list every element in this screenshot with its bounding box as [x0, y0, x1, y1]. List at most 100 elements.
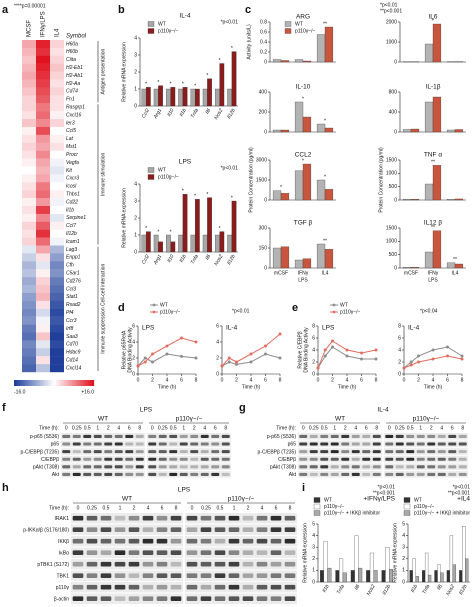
y-tick-label: 500: [389, 184, 398, 190]
y-tick-label: 5: [312, 521, 315, 527]
blot-band: [86, 550, 98, 555]
scale-bar: [44, 380, 47, 386]
blot-band: [270, 538, 282, 544]
bar: [434, 570, 438, 583]
blot-band: [330, 465, 339, 469]
heatmap-cell: [22, 253, 36, 262]
bar: [462, 526, 466, 583]
blot-band: [256, 550, 268, 555]
y-tick-label: 3: [134, 52, 137, 58]
blot-band: [242, 584, 254, 590]
time-label: 6: [275, 505, 278, 511]
blot-band: [341, 472, 350, 476]
scale-bar: [64, 380, 67, 386]
scale-bar: [82, 380, 85, 386]
blot-band: [114, 450, 123, 454]
bar: [324, 189, 334, 201]
bar: [215, 234, 220, 253]
time-label: 1: [96, 425, 99, 431]
blot-band: [125, 472, 134, 476]
chart-title: IL6: [428, 14, 437, 21]
blot-band: [200, 442, 209, 446]
blot-band: [186, 527, 198, 532]
bar: [402, 129, 412, 133]
chart-title: IL-4: [179, 13, 191, 20]
bar: [410, 199, 420, 201]
scale-bar: [28, 380, 31, 386]
gene-label: Fn1: [66, 97, 75, 103]
scale-bar: [30, 380, 33, 386]
time-label: 6: [128, 425, 131, 431]
heatmap-cell: [22, 126, 36, 136]
blot-band: [270, 573, 282, 578]
blot-band: [125, 465, 134, 469]
y-axis-label: Relative mRNA expression: [121, 42, 127, 102]
blot-band: [186, 515, 198, 521]
gene-label: H60a: [66, 41, 78, 47]
blot-strip: [61, 463, 145, 470]
time-label: 8: [375, 425, 378, 431]
blot-band: [190, 442, 199, 446]
blot-band: [169, 442, 178, 446]
heatmap-cell: [50, 316, 64, 325]
time-label: 2: [133, 505, 136, 511]
blot-band: [242, 550, 254, 555]
blot-band: [385, 472, 394, 476]
gene-label: Ccr3: [66, 318, 77, 324]
point: [417, 354, 420, 358]
blot-band: [135, 465, 144, 469]
blot-strip: [185, 536, 297, 547]
heatmap-cell: [50, 285, 64, 294]
legend-label: p110γ−/−: [160, 309, 181, 315]
blot-band: [100, 538, 112, 544]
heatmap-cell: [50, 142, 64, 151]
blot-band: [320, 472, 329, 476]
bar: [339, 558, 344, 583]
blot-band: [100, 584, 112, 590]
blot-band: [458, 442, 467, 446]
blot-band: [72, 457, 81, 461]
genotype: p110γ−/−: [228, 496, 255, 503]
bar: [153, 234, 159, 253]
blot-band: [72, 550, 84, 555]
blot-band: [62, 465, 71, 469]
blot-band: [341, 434, 350, 438]
x-tick-label: Arg1: [152, 253, 163, 266]
blot-band: [270, 527, 282, 532]
gene-label: Cxcl16: [66, 112, 82, 118]
heatmap-cell: [36, 269, 50, 278]
blot-band: [128, 596, 140, 601]
blot-band: [242, 538, 254, 544]
scale-bar: [90, 380, 93, 386]
bar: [166, 234, 171, 253]
y-tick-label: 200: [259, 109, 268, 115]
blot-band: [309, 450, 318, 454]
heatmap-cell: [50, 126, 64, 136]
blot-band: [100, 515, 112, 521]
point: [249, 360, 253, 364]
legend-marker: [152, 310, 156, 314]
bar: [354, 535, 359, 583]
heatmap-cell: [22, 174, 36, 183]
gene-label: Serpine1: [66, 215, 86, 221]
y-tick-label: 3: [402, 545, 405, 551]
blot-band: [169, 465, 178, 469]
blot-band: [158, 434, 167, 438]
x-tick-label: LPS: [428, 277, 438, 283]
heatmap-cell: [22, 87, 36, 96]
heatmap-cell: [36, 87, 50, 96]
blot-band: [351, 450, 360, 454]
significance: **: [453, 257, 457, 263]
bar: [272, 59, 282, 63]
gene-label: Il1b: [66, 207, 74, 213]
bar: [141, 88, 147, 107]
heatmap-cell: [50, 47, 64, 57]
blot-band: [372, 472, 381, 476]
heatmap-cell: [22, 348, 36, 357]
x-tick-label: Il6: [436, 583, 444, 591]
heatmap-cell: [22, 364, 36, 373]
x-tick-label: Il6: [204, 107, 212, 115]
scale-bar: [58, 380, 61, 386]
blot-band: [72, 573, 84, 578]
row-label: IκBα: [59, 551, 69, 557]
